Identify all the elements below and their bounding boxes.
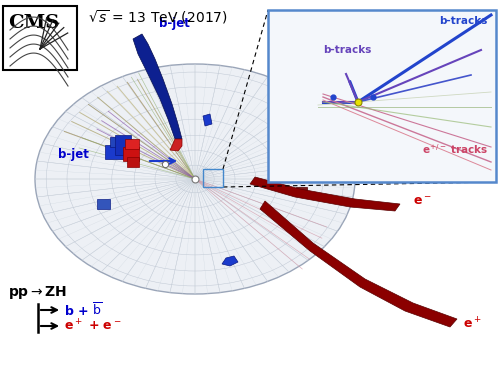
Bar (125, 139, 139, 149)
Polygon shape (260, 201, 457, 327)
Bar (203, 169, 223, 187)
Text: CMS: CMS (8, 14, 60, 32)
Polygon shape (133, 34, 182, 139)
Polygon shape (203, 114, 212, 126)
Polygon shape (222, 256, 238, 266)
Text: b-jet: b-jet (158, 17, 190, 30)
Bar (296, 187, 307, 196)
Bar (268, 10, 496, 182)
Ellipse shape (35, 64, 355, 294)
Bar (110, 137, 128, 147)
Bar (105, 145, 125, 159)
Polygon shape (250, 177, 400, 211)
Text: e$^{+/-}$ tracks: e$^{+/-}$ tracks (422, 142, 488, 156)
Bar (123, 147, 139, 161)
Bar (127, 157, 139, 167)
Text: b-tracks: b-tracks (440, 16, 488, 26)
Text: b-tracks: b-tracks (323, 45, 372, 55)
Text: b + $\overline{\rm b}$: b + $\overline{\rm b}$ (64, 301, 102, 319)
Text: e$^+$: e$^+$ (463, 316, 481, 332)
Text: b-jet: b-jet (58, 147, 88, 160)
Text: e$^+$ + e$^-$: e$^+$ + e$^-$ (64, 318, 122, 334)
Text: pp$\rightarrow$ZH: pp$\rightarrow$ZH (8, 284, 68, 301)
Bar (97, 199, 110, 209)
Text: e$^-$: e$^-$ (413, 194, 432, 208)
Bar (115, 135, 131, 155)
Text: $\sqrt{s}$ = 13 TeV (2017): $\sqrt{s}$ = 13 TeV (2017) (88, 8, 228, 26)
Bar (3, 6, 77, 70)
Polygon shape (170, 139, 182, 151)
